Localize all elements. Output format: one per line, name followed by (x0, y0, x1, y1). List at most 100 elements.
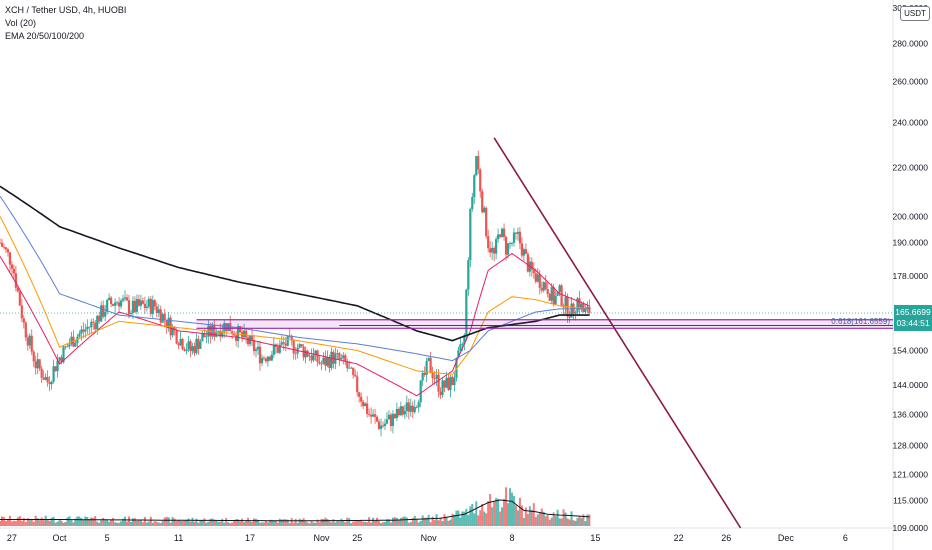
volume-bar (294, 518, 297, 526)
candle-body (457, 350, 460, 359)
volume-bar (356, 520, 359, 526)
candle-body (463, 334, 466, 345)
candle-body (344, 355, 347, 362)
candle-body (475, 156, 478, 176)
volume-bar (219, 521, 222, 526)
candle-body (368, 414, 371, 415)
volume-indicator-label[interactable]: Vol (20) (5, 18, 37, 28)
volume-bar (358, 520, 361, 526)
volume-bar (191, 517, 194, 526)
volume-bar (528, 506, 531, 526)
volume-bar (157, 522, 160, 526)
candle-body (508, 243, 512, 244)
volume-bar (322, 519, 325, 526)
chart-title[interactable]: XCH / Tether USD, 4h, HUOBI (5, 5, 127, 15)
volume-bar (56, 521, 59, 526)
time-tick-label: 5 (105, 533, 110, 543)
volume-bar (576, 518, 579, 526)
volume-bar (415, 518, 418, 526)
candle-body (564, 297, 567, 308)
candle-body (389, 414, 393, 426)
candle-body (74, 342, 77, 347)
candle-body (540, 287, 543, 291)
candle-body (30, 335, 33, 352)
price-tick-label: 190.0000 (893, 238, 929, 248)
candle-body (6, 249, 10, 253)
volume-bar (421, 515, 424, 526)
volume-bar (324, 517, 327, 526)
candle-body (223, 323, 226, 332)
time-tick-label: Nov (421, 533, 438, 543)
candle-body (439, 391, 442, 395)
volume-bar (231, 522, 234, 526)
volume-bar (241, 518, 244, 526)
volume-bar (330, 522, 333, 526)
candle-body (38, 359, 41, 369)
candle-body (409, 405, 412, 412)
candle-body (167, 317, 170, 328)
volume-bar (90, 517, 93, 526)
candle-body (336, 353, 339, 354)
candle-body (405, 402, 408, 411)
volume-bar (179, 520, 182, 526)
volume-bar (385, 519, 388, 526)
volume-bar (151, 522, 154, 526)
volume-bar (417, 522, 420, 526)
volume-bar (580, 517, 583, 526)
candle-body (461, 344, 464, 345)
candle-body (260, 357, 264, 364)
volume-bar (167, 517, 170, 526)
candle-body (395, 408, 398, 419)
candle-body (199, 341, 202, 349)
candle-body (0, 242, 4, 247)
volume-bar (239, 521, 242, 526)
volume-bar (536, 514, 539, 526)
volume-bar (48, 520, 51, 526)
volume-bar (334, 522, 337, 526)
candle-body (68, 344, 71, 347)
volume-bar (308, 523, 311, 526)
volume-bar (8, 515, 11, 526)
volume-bar (423, 517, 426, 526)
candle-body (175, 330, 178, 344)
candle-body (153, 300, 156, 307)
candle-body (280, 342, 283, 345)
candle-body (270, 354, 273, 361)
candle-body (183, 349, 186, 351)
volume-bar (225, 517, 228, 526)
volume-bar (530, 509, 533, 526)
candle-body (429, 357, 432, 373)
volume-bar (360, 519, 363, 526)
volume-bar (203, 518, 206, 526)
candle-body (121, 298, 125, 301)
candle-body (538, 274, 541, 288)
candle-body (459, 344, 462, 351)
unit-badge[interactable]: USDT (900, 6, 930, 21)
candle-body (187, 341, 190, 350)
candle-body (96, 315, 99, 330)
candle-body (108, 297, 111, 300)
volume-bar (72, 522, 75, 526)
volume-bar (12, 520, 15, 526)
volume-bar (546, 515, 549, 526)
candle-body (189, 341, 192, 352)
volume-bar (397, 520, 400, 526)
candle-body (60, 357, 63, 363)
candle-body (50, 381, 53, 385)
ema-indicator-label[interactable]: EMA 20/50/100/200 (5, 31, 85, 41)
candle-body (425, 360, 428, 375)
candle-body (330, 351, 333, 369)
candle-body (433, 378, 436, 379)
volume-bar (245, 521, 248, 526)
volume-bar (40, 517, 43, 526)
candle-body (387, 414, 391, 420)
candle-body (161, 313, 164, 323)
volume-bar (542, 511, 545, 526)
volume-bar (564, 512, 567, 526)
candle-body (78, 333, 81, 337)
volume-bar (10, 521, 13, 526)
candle-body (191, 346, 194, 352)
candle-body (506, 243, 510, 255)
